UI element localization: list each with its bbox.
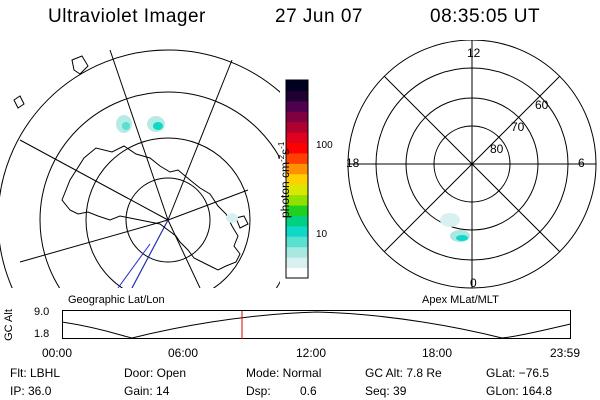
colorbar-cell xyxy=(286,267,308,279)
colorbar-cell xyxy=(286,184,308,196)
ip-info: IP: 36.0 xyxy=(10,384,52,398)
observation-time: 08:35:05 UT xyxy=(430,6,541,27)
geographic-panel-label: Geographic Lat/Lon xyxy=(68,294,165,306)
seq-info: Seq: 39 xyxy=(365,384,407,398)
filter-info: Flt: LBHL xyxy=(10,366,61,380)
altitude-ytick-min: 1.8 xyxy=(34,328,50,340)
time-tick-2359: 23:59 xyxy=(550,346,581,360)
longitude-line xyxy=(19,219,169,263)
colorbar xyxy=(285,79,309,279)
mode-info: Mode: Normal xyxy=(246,366,322,380)
geographic-map xyxy=(0,49,280,288)
latitude-circle xyxy=(85,137,251,288)
terminator-line xyxy=(117,243,151,288)
apex-polar-plot xyxy=(347,40,597,289)
dsp-label: Dsp: xyxy=(246,384,271,398)
longitude-line xyxy=(167,219,201,288)
colorbar-cell xyxy=(286,142,308,154)
altitude-ytick-max: 9.0 xyxy=(34,306,50,318)
colorbar-unit-label: photon cm-2s-1 xyxy=(277,141,292,218)
colorbar-cell xyxy=(286,111,308,123)
glon-info: GLon: 164.8 xyxy=(486,384,553,398)
longitude-line xyxy=(19,139,169,221)
latitude-circle xyxy=(0,49,280,288)
colorbar-cell xyxy=(286,90,308,102)
colorbar-cell xyxy=(286,257,308,269)
mlt-label-6: 6 xyxy=(578,156,585,170)
apex-panel-label: Apex MLat/MLT xyxy=(422,294,499,306)
colorbar-cell xyxy=(286,152,308,164)
colorbar-cell xyxy=(286,163,308,175)
longitude-line xyxy=(109,49,169,221)
mlat-label-70: 70 xyxy=(511,120,525,134)
aurora-patches xyxy=(440,213,470,242)
terminator-line xyxy=(131,219,169,288)
coastline-fragment xyxy=(71,55,89,75)
colorbar-cell xyxy=(286,225,308,237)
longitude-line xyxy=(167,189,249,221)
time-tick-1200: 12:00 xyxy=(296,346,327,360)
instrument-title: Ultraviolet Imager xyxy=(48,6,206,27)
glat-info: GLat: −76.5 xyxy=(486,366,550,380)
latitude-circle xyxy=(39,91,280,288)
gc-alt-info: GC Alt: 7.8 Re xyxy=(365,366,442,380)
coastline-fragment xyxy=(235,215,249,229)
antarctica-coastline xyxy=(61,145,241,271)
time-tick-0600: 06:00 xyxy=(168,346,199,360)
altitude-curve xyxy=(62,311,572,339)
mlat-label-80: 80 xyxy=(490,142,504,156)
colorbar-cell xyxy=(286,121,308,133)
mlt-label-18: 18 xyxy=(346,156,360,170)
time-tick-1800: 18:00 xyxy=(422,346,453,360)
colorbar-cell xyxy=(286,132,308,144)
gain-info: Gain: 14 xyxy=(124,384,170,398)
observation-date: 27 Jun 07 xyxy=(275,6,363,27)
colorbar-cell xyxy=(286,246,308,258)
colorbar-cell xyxy=(286,80,308,91)
colorbar-cell xyxy=(286,236,308,248)
altitude-plot xyxy=(62,310,572,339)
aurora-patches xyxy=(116,115,238,223)
coastline-fragment xyxy=(13,95,25,109)
colorbar-cell xyxy=(286,173,308,185)
colorbar-cell xyxy=(286,100,308,112)
colorbar-tick-100: 100 xyxy=(316,140,333,151)
door-info: Door: Open xyxy=(124,366,187,380)
mlt-label-0: 0 xyxy=(470,276,477,290)
mlt-line xyxy=(383,75,561,253)
colorbar-cell xyxy=(286,194,308,206)
colorbar-cell xyxy=(286,215,308,227)
mlat-label-60: 60 xyxy=(535,98,549,112)
mlt-label-12: 12 xyxy=(467,46,481,60)
latitude-circle xyxy=(125,177,211,263)
altitude-axis-label: GC Alt xyxy=(3,309,15,341)
dsp-value: 0.6 xyxy=(300,384,317,398)
time-tick-0000: 00:00 xyxy=(42,346,73,360)
colorbar-tick-10: 10 xyxy=(316,229,328,240)
longitude-line xyxy=(167,59,233,221)
colorbar-cell xyxy=(286,205,308,216)
